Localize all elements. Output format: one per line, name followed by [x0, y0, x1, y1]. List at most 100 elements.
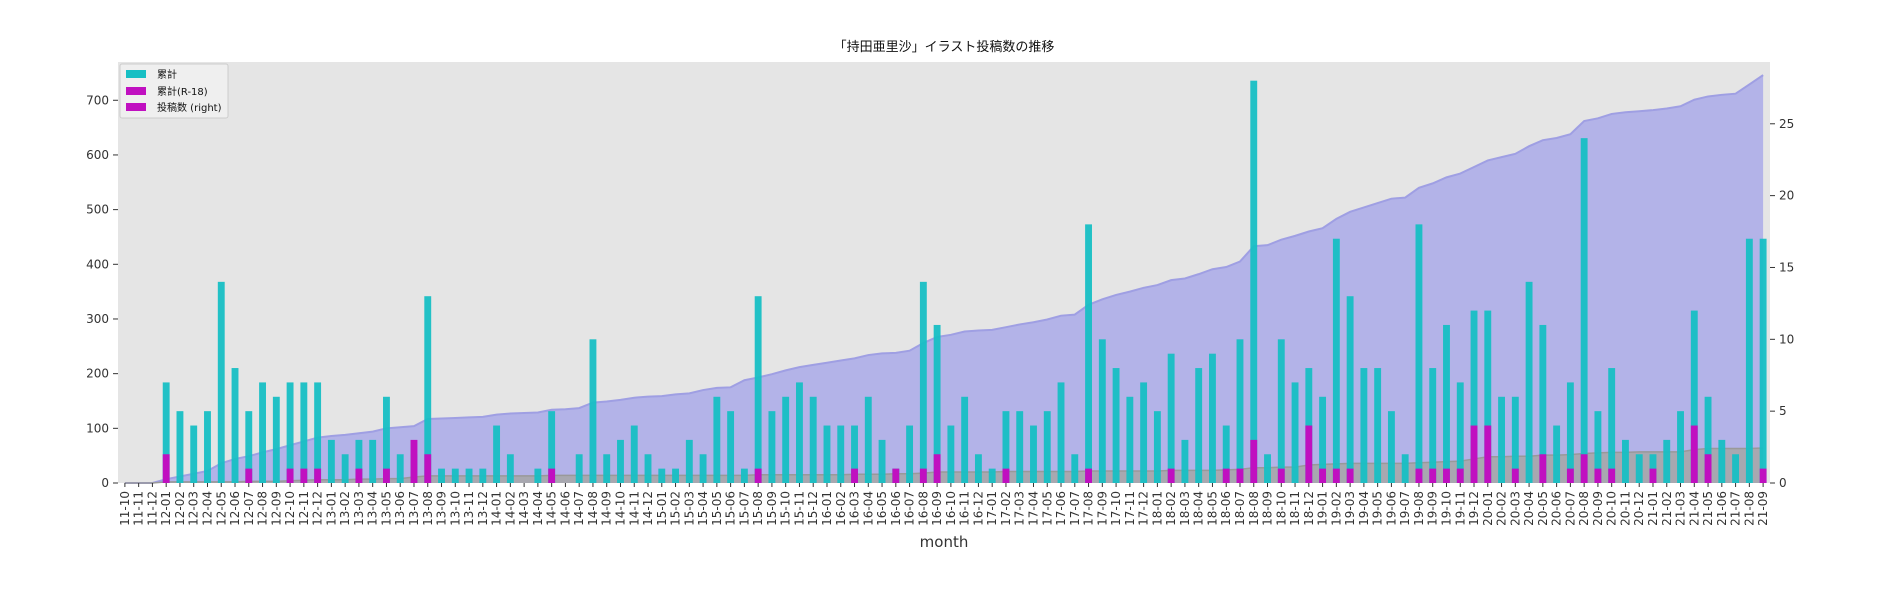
x-tick-label: 21-02 [1660, 491, 1674, 526]
bar-posts [740, 468, 748, 483]
x-tick-label: 13-06 [393, 491, 407, 526]
bar-posts [1209, 353, 1216, 483]
x-tick-label: 12-02 [173, 491, 187, 526]
bar-posts [259, 382, 266, 483]
bar-posts [1167, 353, 1175, 483]
x-tick-label: 15-02 [669, 491, 683, 526]
x-tick-label: 14-06 [558, 491, 572, 526]
x-tick-label: 13-05 [379, 491, 393, 526]
bar-r18-posts [1332, 468, 1340, 483]
bar-r18-posts [1085, 468, 1092, 483]
bar-r18-posts [1649, 468, 1657, 483]
bar-posts [1498, 396, 1505, 483]
x-tick-label: 19-08 [1412, 491, 1426, 526]
bar-posts [617, 439, 624, 483]
bar-posts [1608, 368, 1616, 483]
x-tick-label: 21-04 [1687, 491, 1701, 526]
x-tick-label: 15-07 [737, 491, 751, 526]
bar-posts [933, 324, 941, 483]
x-tick-label: 19-11 [1453, 491, 1467, 526]
legend-label-posts: 投稿数 (right) [157, 101, 222, 114]
left-axis-ticks: 0 100 200 300 400 500 600 700 [86, 93, 118, 490]
bar-posts [217, 281, 225, 483]
x-tick-label: 20-07 [1563, 491, 1577, 526]
x-tick-label: 15-12 [806, 491, 820, 526]
bar-posts [1043, 411, 1051, 483]
left-tick-label: 400 [86, 257, 109, 271]
x-tick-label: 18-01 [1150, 491, 1164, 526]
bar-posts [1732, 454, 1740, 483]
x-tick-label: 17-06 [1054, 491, 1068, 526]
x-tick-label: 17-12 [1137, 491, 1151, 526]
bar-posts [947, 425, 955, 483]
bar-r18-posts [1250, 439, 1258, 483]
x-tick-label: 12-11 [297, 491, 311, 526]
bar-posts [1429, 368, 1437, 483]
x-tick-label: 12-03 [187, 491, 201, 526]
bar-posts [575, 454, 583, 483]
x-tick-label: 15-11 [792, 491, 806, 526]
x-tick-label: 13-01 [324, 491, 338, 526]
bar-posts [644, 454, 652, 483]
x-tick-label: 19-06 [1384, 491, 1398, 526]
bar-r18-posts [1305, 425, 1313, 483]
bar-posts [988, 468, 996, 483]
x-tick-label: 18-02 [1164, 491, 1178, 526]
bar-posts [369, 439, 377, 483]
right-tick-label: 10 [1779, 332, 1794, 346]
bar-r18-posts [754, 468, 762, 483]
bar-posts [1539, 324, 1547, 483]
bar-r18-posts [892, 468, 900, 483]
chart-title: 「持田亜里沙」イラスト投稿数の推移 [834, 39, 1055, 55]
bar-r18-posts [919, 468, 927, 483]
x-tick-label: 16-08 [916, 491, 930, 526]
left-tick-label: 700 [86, 93, 109, 107]
x-tick-label: 20-02 [1495, 491, 1509, 526]
bar-posts [727, 411, 735, 483]
bar-posts [1470, 310, 1478, 483]
bar-posts [1484, 310, 1492, 483]
bar-posts [1085, 224, 1092, 483]
bar-posts [1181, 439, 1189, 483]
bar-posts [823, 425, 831, 483]
bar-posts [465, 468, 473, 483]
x-tick-label: 16-02 [834, 491, 848, 526]
right-tick-label: 20 [1779, 189, 1794, 203]
x-tick-label: 15-05 [710, 491, 724, 526]
bar-r18-posts [410, 439, 418, 483]
x-tick-label: 21-01 [1646, 491, 1660, 526]
x-tick-label: 14-08 [586, 491, 600, 526]
bar-r18-posts [1346, 468, 1354, 483]
bar-posts [162, 382, 170, 483]
x-tick-label: 20-12 [1632, 491, 1646, 526]
bar-posts [1153, 411, 1161, 483]
x-tick-label: 20-03 [1508, 491, 1522, 526]
right-axis-ticks: 0 5 10 15 20 25 [1770, 117, 1794, 490]
x-tick-label: 14-02 [503, 491, 517, 526]
left-tick-label: 0 [101, 476, 109, 490]
bar-posts [878, 439, 886, 483]
legend-swatch-posts [126, 103, 146, 111]
bar-posts [451, 468, 459, 483]
bar-posts [1718, 439, 1726, 483]
x-tick-label: 18-07 [1233, 491, 1247, 526]
bar-posts [1222, 425, 1230, 483]
x-tick-label: 21-06 [1715, 491, 1729, 526]
x-tick-label: 14-09 [600, 491, 614, 526]
bar-r18-posts [1690, 425, 1698, 483]
bar-posts [1745, 238, 1753, 483]
x-tick-label: 20-11 [1618, 491, 1632, 526]
bar-r18-posts [1704, 454, 1712, 483]
bar-posts [919, 281, 927, 483]
x-tick-label: 15-06 [724, 491, 738, 526]
bar-layer [162, 80, 1767, 484]
x-tick-label: 12-07 [242, 491, 256, 526]
x-tick-label: 18-06 [1219, 491, 1233, 526]
bar-posts [1622, 439, 1629, 483]
x-tick-label: 20-10 [1605, 491, 1619, 526]
x-tick-label: 17-02 [999, 491, 1013, 526]
x-tick-label: 20-04 [1522, 491, 1536, 526]
x-tick-label: 16-03 [848, 491, 862, 526]
x-tick-label: 12-05 [214, 491, 228, 526]
x-tick-label: 15-09 [765, 491, 779, 526]
